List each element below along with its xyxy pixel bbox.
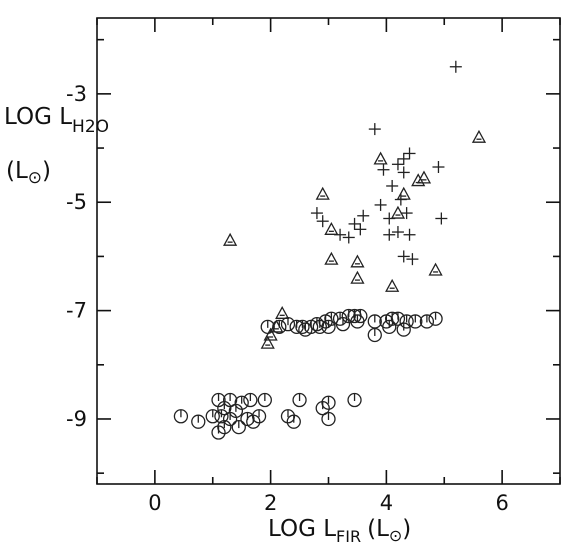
circle-marker (428, 311, 443, 326)
plus-marker (354, 223, 367, 236)
triangle-marker (373, 151, 388, 165)
x-tick-label: 0 (148, 491, 161, 515)
circle-marker (367, 327, 382, 343)
y-tick-label: -7 (66, 299, 87, 323)
y-axis-title: LOG LH2O (L⊙) (4, 104, 109, 188)
circle-marker (335, 317, 351, 332)
x-axis-title: LOG LFIR (L⊙) (268, 516, 411, 546)
plus-marker (403, 228, 416, 241)
triangle-marker (411, 173, 426, 187)
circle-marker (292, 392, 307, 408)
triangle-marker (275, 305, 290, 319)
y-axis-title-prefix: LOG L (4, 104, 72, 130)
y-axis-unit-close: ) (42, 158, 51, 184)
plus-marker (397, 166, 410, 179)
data-markers (173, 60, 487, 440)
circle-marker (211, 425, 226, 440)
circle-marker (191, 414, 206, 429)
plus-marker (383, 228, 396, 241)
y-axis-title-subscript: H2O (72, 117, 109, 137)
plus-marker (377, 163, 390, 176)
circle-marker (214, 409, 229, 424)
triangle-marker (350, 270, 365, 284)
x-tick-label: 4 (380, 491, 393, 515)
circle-marker (324, 311, 339, 326)
x-axis-unit-close: ) (402, 516, 411, 542)
plus-marker (357, 209, 370, 222)
plus-marker (374, 198, 387, 211)
svg-text:(L⊙): (L⊙) (6, 158, 51, 188)
circle-marker (350, 314, 365, 329)
svg-text:LOG LFIR(L⊙): LOG LFIR (L⊙) (268, 516, 411, 546)
x-tick-label: 2 (264, 491, 277, 515)
circle-marker (289, 319, 304, 335)
circle-marker (419, 314, 435, 329)
plus-marker (391, 226, 404, 239)
x-axis-unit-open: (L (367, 516, 389, 542)
circle-marker (217, 400, 232, 416)
circle-marker (312, 319, 327, 335)
triangle-marker (428, 262, 443, 276)
axis-ticks: 0 2 4 6 -3 -5 -7 -9 (66, 18, 561, 515)
plus-marker (348, 217, 361, 230)
triangle-marker (315, 186, 330, 200)
triangle-marker (350, 254, 365, 268)
sun-symbol-icon: ⊙ (28, 168, 42, 188)
circle-marker (347, 392, 362, 408)
y-tick-label: -3 (66, 82, 87, 106)
plus-marker (435, 212, 448, 225)
circle-marker (243, 392, 258, 408)
plus-marker (391, 158, 404, 171)
circle-marker (298, 322, 313, 337)
circle-marker (260, 319, 275, 335)
sun-symbol-icon: ⊙ (389, 526, 402, 545)
circle-marker (408, 314, 423, 329)
plus-marker (397, 250, 410, 263)
circle-marker (205, 409, 220, 424)
triangle-marker (263, 327, 278, 341)
circle-marker (321, 411, 336, 427)
circle-marker (272, 319, 287, 335)
triangle-marker (223, 232, 238, 246)
y-axis-unit-open: (L (6, 158, 28, 184)
circle-marker (257, 392, 272, 408)
plus-marker (310, 207, 323, 220)
plus-marker (403, 147, 416, 160)
svg-text:LOG LH2O: LOG LH2O (4, 104, 109, 137)
plus-marker (432, 161, 445, 174)
circle-marker (399, 314, 414, 329)
plus-marker (406, 253, 419, 266)
circle-marker (286, 414, 301, 429)
circle-marker (173, 409, 189, 424)
triangle-marker (324, 251, 339, 265)
circle-marker (246, 414, 261, 429)
triangle-marker (471, 129, 487, 143)
plus-marker (342, 231, 355, 244)
y-tick-label: -9 (66, 407, 87, 431)
plus-marker (368, 123, 381, 136)
circle-marker (382, 319, 397, 335)
triangle-marker (416, 170, 432, 184)
circle-marker (315, 400, 330, 416)
circle-marker (396, 322, 411, 337)
y-tick-label: -5 (66, 190, 87, 214)
triangle-marker (260, 335, 275, 349)
circle-marker (231, 419, 246, 435)
triangle-marker (324, 221, 339, 235)
circle-marker (321, 319, 336, 335)
x-axis-title-subscript: FIR (336, 527, 361, 546)
circle-marker (390, 311, 406, 326)
plus-marker (386, 179, 399, 192)
circle-marker (280, 317, 296, 332)
triangle-marker (390, 205, 406, 219)
plus-marker (316, 215, 329, 228)
triangle-marker (396, 186, 411, 200)
plus-marker (449, 60, 462, 73)
x-axis-title-prefix: LOG L (268, 516, 336, 542)
x-tick-label: 6 (495, 491, 508, 515)
plus-marker (400, 207, 413, 220)
plus-marker (397, 152, 410, 165)
triangle-marker (385, 278, 400, 292)
